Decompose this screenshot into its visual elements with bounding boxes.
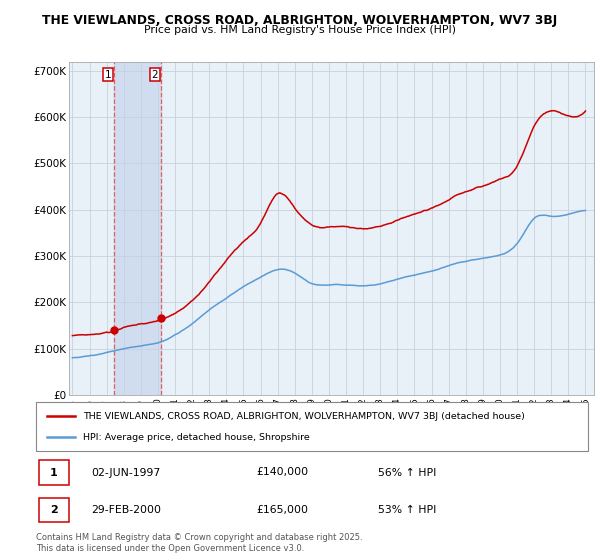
Text: 1: 1: [104, 70, 111, 80]
Text: 53% ↑ HPI: 53% ↑ HPI: [378, 505, 437, 515]
Text: HPI: Average price, detached house, Shropshire: HPI: Average price, detached house, Shro…: [83, 432, 310, 441]
Text: 56% ↑ HPI: 56% ↑ HPI: [378, 468, 437, 478]
Text: THE VIEWLANDS, CROSS ROAD, ALBRIGHTON, WOLVERHAMPTON, WV7 3BJ (detached house): THE VIEWLANDS, CROSS ROAD, ALBRIGHTON, W…: [83, 412, 525, 421]
Bar: [114, 62, 161, 395]
Text: THE VIEWLANDS, CROSS ROAD, ALBRIGHTON, WOLVERHAMPTON, WV7 3BJ: THE VIEWLANDS, CROSS ROAD, ALBRIGHTON, W…: [43, 14, 557, 27]
Text: Contains HM Land Registry data © Crown copyright and database right 2025.
This d: Contains HM Land Registry data © Crown c…: [36, 533, 362, 553]
Text: 2: 2: [151, 70, 158, 80]
Text: 2: 2: [50, 505, 58, 515]
Text: £140,000: £140,000: [257, 468, 309, 478]
Bar: [39, 498, 69, 522]
Text: 02-JUN-1997: 02-JUN-1997: [91, 468, 160, 478]
Text: Price paid vs. HM Land Registry's House Price Index (HPI): Price paid vs. HM Land Registry's House …: [144, 25, 456, 35]
Bar: [39, 460, 69, 484]
Text: £165,000: £165,000: [257, 505, 309, 515]
Text: 1: 1: [50, 468, 58, 478]
Text: 29-FEB-2000: 29-FEB-2000: [91, 505, 161, 515]
